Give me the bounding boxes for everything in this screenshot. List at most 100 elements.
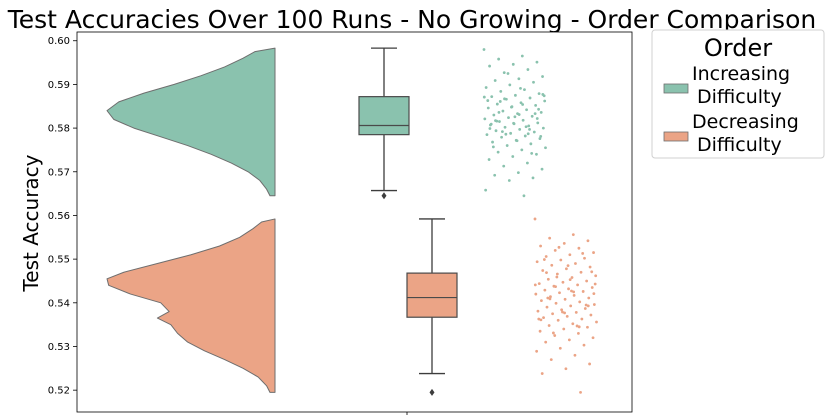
strip-point — [515, 139, 519, 143]
strip-point — [514, 93, 517, 97]
strip-point — [538, 329, 542, 333]
strip-point — [535, 260, 539, 264]
strip-point — [535, 117, 539, 120]
strip-point — [498, 100, 502, 103]
strip-point — [571, 322, 575, 326]
strip-point — [589, 313, 593, 317]
series-decreasing — [106, 217, 598, 396]
strip-point — [544, 340, 548, 344]
strip-point — [561, 310, 564, 314]
strip-point — [482, 48, 486, 51]
strip-point — [511, 155, 515, 158]
strip-point — [532, 80, 535, 84]
y-tick-label: 0.53 — [48, 342, 70, 353]
strip-point — [565, 314, 569, 318]
strip-point — [486, 99, 490, 102]
strip-point — [583, 256, 586, 260]
strip-point — [484, 86, 488, 89]
strip-point — [509, 131, 513, 135]
strip-point — [536, 121, 540, 125]
strip-point — [522, 194, 526, 198]
strip-point — [528, 96, 532, 100]
strip-point — [533, 217, 537, 221]
strip-point — [546, 296, 550, 300]
strip-point — [520, 54, 524, 58]
strip-point — [507, 179, 511, 182]
strip-point — [561, 280, 565, 284]
strip-point — [577, 246, 581, 250]
strip-point — [491, 140, 494, 144]
strip-point — [584, 303, 588, 307]
strip-point — [512, 121, 515, 125]
strip-point — [576, 283, 579, 287]
strip-point — [553, 334, 557, 337]
strip-point — [493, 79, 497, 82]
strip-point — [535, 60, 539, 64]
strip-point — [531, 176, 535, 180]
series-increasing — [106, 47, 547, 200]
strip-point — [487, 158, 491, 161]
strip-point — [516, 171, 520, 175]
strip-point — [566, 264, 570, 268]
strip-point — [554, 301, 558, 305]
strip-point — [541, 93, 545, 96]
strip-point — [528, 127, 531, 131]
strip-point — [539, 244, 542, 248]
strip-point — [503, 125, 507, 129]
strip-point — [559, 258, 563, 262]
strip-point — [556, 318, 560, 322]
y-tick-label: 0.57 — [48, 167, 70, 178]
strip-point — [534, 103, 538, 107]
strip-point — [543, 288, 547, 292]
strip-point — [563, 311, 566, 315]
legend-title: Order — [704, 34, 772, 62]
strip-point — [488, 127, 492, 130]
strip-point — [572, 290, 576, 294]
strip-point — [519, 86, 522, 90]
strip-point — [524, 125, 528, 129]
strip-point — [517, 77, 521, 81]
strip-point — [568, 253, 572, 257]
strip-point — [508, 83, 512, 87]
strip-point — [592, 251, 595, 254]
strip-point — [486, 106, 490, 110]
strip-point — [548, 297, 552, 301]
strip-point — [544, 146, 547, 150]
strip-point — [587, 296, 591, 300]
strip-point — [578, 300, 582, 304]
strip-point — [555, 275, 559, 279]
strip-point — [498, 120, 501, 123]
strip-point — [569, 304, 573, 308]
strip-point — [519, 101, 523, 105]
strip-point — [575, 324, 579, 328]
strip-point — [577, 325, 581, 329]
strip-point — [539, 134, 543, 138]
box-decreasing — [406, 272, 458, 318]
strip-point — [496, 150, 500, 154]
strip-point — [573, 353, 577, 357]
strip-point — [546, 277, 550, 281]
legend-label: Difficulty — [697, 134, 782, 156]
strip-point — [540, 372, 544, 375]
y-tick-label: 0.54 — [48, 298, 70, 309]
strip-point — [541, 126, 545, 130]
strip-point — [530, 152, 534, 155]
y-tick-label: 0.58 — [48, 124, 70, 135]
strip-point — [535, 349, 539, 353]
strip-point — [590, 286, 594, 289]
strip-point — [545, 305, 549, 309]
y-tick-label: 0.52 — [48, 386, 70, 397]
strip-point — [560, 308, 564, 312]
y-tick-label: 0.59 — [48, 80, 70, 91]
strip-point — [483, 117, 487, 121]
strip-point — [537, 282, 541, 285]
strip-point — [536, 309, 540, 313]
strip-point — [588, 265, 592, 269]
strip-point — [490, 95, 494, 99]
strip-point — [552, 331, 555, 335]
outlier-point — [429, 388, 435, 396]
strip-point — [500, 135, 503, 139]
strip-point — [549, 295, 552, 299]
strip-point — [539, 318, 543, 322]
